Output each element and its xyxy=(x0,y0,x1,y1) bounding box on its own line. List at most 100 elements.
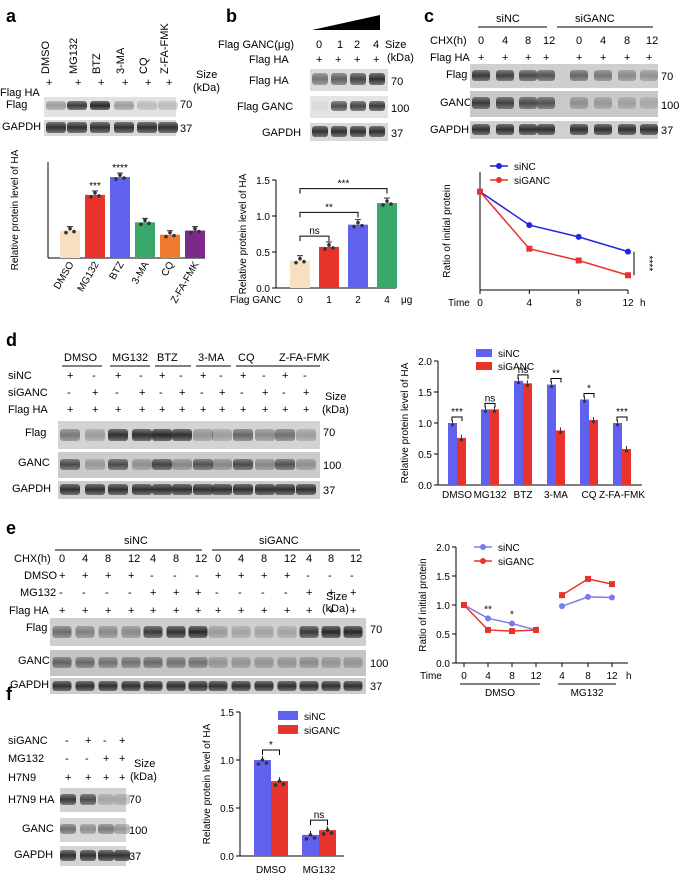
blot-band xyxy=(570,97,588,109)
time-label: 4 xyxy=(238,553,244,565)
data-point xyxy=(352,224,356,229)
plus-sign: + xyxy=(328,587,334,599)
blot-band xyxy=(296,459,316,470)
data-marker xyxy=(533,626,539,633)
y-tick-label: 1.0 xyxy=(418,419,432,430)
blot-band xyxy=(98,824,114,834)
y-tick-label: 0.5 xyxy=(418,450,432,461)
blot-strip-ganc xyxy=(50,650,366,676)
data-point xyxy=(68,226,72,231)
data-marker xyxy=(485,626,491,633)
data-point xyxy=(298,256,302,261)
data-point xyxy=(122,176,126,180)
row-label-ganc: GANC xyxy=(18,655,50,667)
time-label: 12 xyxy=(128,553,140,565)
blot-band xyxy=(331,126,347,137)
panel-label-b: b xyxy=(226,6,237,26)
blot-band xyxy=(537,70,555,81)
significance-mark: ns xyxy=(314,810,325,821)
x-axis-title: Time xyxy=(448,298,470,309)
blot-band xyxy=(208,681,228,691)
plus-sign: + xyxy=(98,77,104,89)
legend-label: siNC xyxy=(304,712,326,723)
significance-mark: ns xyxy=(309,226,320,237)
blot-band xyxy=(640,70,658,81)
comparison-bracket xyxy=(310,819,328,826)
time-label: 12 xyxy=(646,35,658,47)
data-point xyxy=(559,430,562,434)
blot-strip-gapdh xyxy=(310,123,388,141)
significance-mark: ns xyxy=(485,393,496,404)
legend-swatch xyxy=(476,362,492,370)
minus-sign: - xyxy=(59,587,63,599)
data-point xyxy=(302,259,306,264)
plus-sign: + xyxy=(150,605,156,617)
row-label-ganc: GANC xyxy=(440,97,472,109)
blot-band xyxy=(350,73,366,85)
plus-sign: + xyxy=(195,587,201,599)
blot-band xyxy=(594,124,612,135)
plus-sign: + xyxy=(115,370,121,382)
plus-sign: + xyxy=(65,772,71,784)
row-label-flag: Flag xyxy=(25,427,46,439)
blot-band xyxy=(67,101,87,110)
data-marker xyxy=(477,188,483,195)
mw-marker-37: 37 xyxy=(180,123,192,135)
significance-mark: ns xyxy=(518,365,529,376)
blot-band xyxy=(331,73,347,85)
panel-a-chart: Relative protein level of HA DMSO *** MG132… xyxy=(10,149,205,305)
minus-sign: - xyxy=(92,370,96,382)
time-label: 4 xyxy=(502,35,508,47)
size-label: Size xyxy=(385,39,406,51)
row-label-flag-ha: Flag HA xyxy=(430,52,470,64)
group-label: MG132 xyxy=(112,352,148,364)
data-point xyxy=(312,836,317,840)
blot-band xyxy=(75,681,95,691)
plus-sign: + xyxy=(115,404,121,416)
blot-band xyxy=(233,429,253,441)
blot-band xyxy=(75,626,95,638)
plus-sign: + xyxy=(478,52,484,64)
y-axis-title: Relative protein level of HA xyxy=(10,149,21,270)
plus-sign: + xyxy=(306,587,312,599)
y-tick-label: 0.5 xyxy=(256,248,270,259)
comparison-bracket xyxy=(451,416,463,421)
blot-band xyxy=(233,459,253,470)
data-point xyxy=(294,260,298,265)
plus-sign: + xyxy=(282,404,288,416)
legend-label: siNC xyxy=(498,543,520,554)
blot-band xyxy=(108,459,128,470)
mw-marker-70: 70 xyxy=(129,794,141,806)
plus-sign: + xyxy=(219,404,225,416)
row-label-h7n9-ha: H7N9 HA xyxy=(8,794,55,806)
blot-band xyxy=(98,626,118,638)
plus-sign: + xyxy=(282,370,288,382)
row-label-flag-ha: Flag HA xyxy=(9,605,49,617)
plus-sign: + xyxy=(525,52,531,64)
panel-b-chart: 0.0 0.5 1.0 1.5 Relative protein level of HA… xyxy=(230,173,412,306)
data-point xyxy=(389,202,393,206)
significance-mark: *** xyxy=(616,407,628,418)
plus-sign: + xyxy=(354,54,360,66)
mw-marker-100: 100 xyxy=(661,100,679,112)
minus-sign: - xyxy=(85,753,89,765)
blot-band xyxy=(172,429,192,441)
blot-band xyxy=(299,657,319,668)
mw-marker-70: 70 xyxy=(370,624,382,636)
bar xyxy=(377,203,397,288)
blot-band xyxy=(254,657,274,668)
x-tick-label: 12 xyxy=(530,671,542,682)
mw-marker-70: 70 xyxy=(180,99,192,111)
panel-f-chart: 0.0 0.5 1.0 1.5 Relative protein level of HA… xyxy=(202,708,344,876)
data-point xyxy=(327,243,331,247)
blot-band xyxy=(350,101,366,111)
legend-label: siGANC xyxy=(498,557,534,568)
legend-label: siNC xyxy=(514,162,536,173)
mw-marker-100: 100 xyxy=(129,825,147,837)
time-label: 12 xyxy=(350,553,362,565)
blot-band xyxy=(537,124,555,135)
kda-label: (kDa) xyxy=(387,52,414,64)
row-label-ganc: GANC xyxy=(22,823,54,835)
panel-label-c: c xyxy=(424,6,434,26)
blot-band xyxy=(60,794,76,805)
